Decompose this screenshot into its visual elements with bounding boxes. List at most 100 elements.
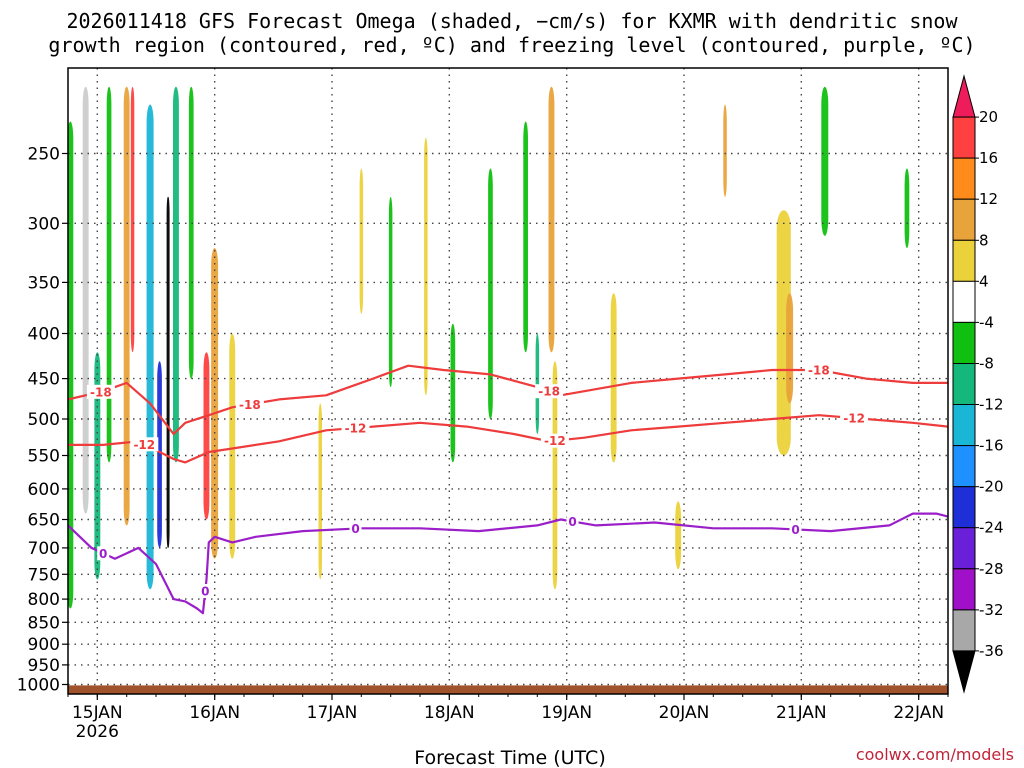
credit-link[interactable]: coolwx.com/models bbox=[856, 745, 1014, 764]
dendritic-contour-m12 bbox=[68, 414, 949, 464]
chart-title-line1: 2026011418 GFS Forecast Omega (shaded, −… bbox=[66, 9, 958, 33]
contour-label: 0 bbox=[568, 515, 576, 529]
colorbar-segment bbox=[952, 527, 976, 570]
contour-label: -12 bbox=[544, 434, 566, 448]
y-tick-label: 550 bbox=[28, 447, 60, 467]
y-tick-label: 350 bbox=[28, 273, 60, 293]
contour-label-bg bbox=[86, 384, 115, 399]
contour-label: 0 bbox=[99, 547, 107, 561]
dendritic-contour-m18 bbox=[67, 364, 948, 436]
omega-region bbox=[157, 361, 162, 548]
y-tick-label: 650 bbox=[28, 511, 60, 531]
contour-label-bg bbox=[535, 384, 564, 399]
contour-label: -18 bbox=[808, 364, 830, 378]
omega-shading bbox=[67, 86, 910, 609]
y-tick-label: 500 bbox=[28, 410, 60, 430]
contour-label-bg bbox=[840, 411, 869, 426]
x-tick-label: 19JAN bbox=[541, 703, 592, 723]
omega-region bbox=[552, 361, 558, 590]
contour-label-bg bbox=[341, 421, 370, 435]
colorbar-label: -36 bbox=[979, 642, 1004, 660]
colorbar-segment bbox=[952, 568, 976, 611]
x-tick-label: 16JAN bbox=[189, 703, 240, 723]
colorbar-label: 8 bbox=[979, 231, 989, 249]
omega-region bbox=[488, 168, 493, 419]
omega-region bbox=[229, 333, 236, 559]
colorbar-segment bbox=[952, 280, 976, 323]
omega-region bbox=[67, 121, 74, 609]
contour-label-bg bbox=[235, 397, 264, 412]
contour-label: -12 bbox=[843, 412, 865, 426]
contour-label-bg bbox=[349, 521, 362, 536]
omega-region bbox=[166, 196, 170, 548]
y-tick-label: 900 bbox=[28, 635, 60, 655]
omega-region bbox=[188, 86, 194, 379]
y-tick-label: 950 bbox=[28, 656, 60, 676]
contour-label-bg bbox=[130, 437, 159, 452]
omega-region bbox=[786, 293, 794, 404]
omega-region bbox=[424, 137, 428, 396]
omega-region bbox=[535, 333, 540, 434]
colorbar-label: -4 bbox=[979, 313, 994, 331]
ground-fill bbox=[68, 685, 948, 694]
omega-region bbox=[523, 121, 528, 353]
contour-label-bg bbox=[199, 584, 212, 598]
colorbar-segment bbox=[952, 609, 976, 652]
colorbar-segment bbox=[952, 445, 976, 488]
contour-label: 0 bbox=[351, 522, 359, 536]
colorbar-label: -8 bbox=[979, 355, 994, 373]
x-tick-label: 20JAN bbox=[659, 703, 710, 723]
omega-region bbox=[123, 86, 130, 526]
colorbar-label: -20 bbox=[979, 478, 1004, 496]
contour-label: -18 bbox=[90, 385, 112, 399]
x-tick-label: 15JAN bbox=[72, 703, 123, 723]
x-tick-label: 22JAN bbox=[893, 703, 944, 723]
y-tick-label: 250 bbox=[28, 145, 60, 165]
x-tick-label: 18JAN bbox=[424, 703, 475, 723]
y-tick-label: 700 bbox=[28, 539, 60, 559]
omega-region bbox=[203, 352, 210, 520]
omega-region bbox=[675, 501, 682, 570]
colorbar-segment bbox=[952, 321, 976, 364]
contour-label: -12 bbox=[133, 438, 155, 452]
colorbar-segment bbox=[952, 404, 976, 447]
omega-region bbox=[450, 323, 456, 463]
colorbar-segment bbox=[952, 363, 976, 406]
colorbar-segment bbox=[952, 116, 976, 159]
ground-band bbox=[68, 685, 948, 694]
omega-region bbox=[130, 86, 135, 353]
omega-region bbox=[106, 86, 112, 463]
colorbar-segment bbox=[952, 157, 976, 200]
contour-label-bg bbox=[97, 546, 110, 561]
omega-region bbox=[173, 86, 179, 463]
contour-label: 0 bbox=[201, 585, 209, 599]
colorbar-segment bbox=[952, 198, 976, 241]
plot-area bbox=[68, 68, 948, 694]
colorbar-label: -16 bbox=[979, 437, 1004, 455]
omega-region bbox=[548, 86, 555, 353]
x-tick-label: 21JAN bbox=[776, 703, 827, 723]
y-tick-label: 750 bbox=[28, 565, 60, 585]
grid-lines bbox=[68, 68, 948, 694]
colorbar-label: 12 bbox=[979, 190, 998, 208]
colorbar-label: 16 bbox=[979, 149, 998, 167]
colorbar-label: 20 bbox=[979, 108, 998, 126]
colorbar-label: -12 bbox=[979, 396, 1004, 414]
omega-region bbox=[318, 403, 322, 580]
omega-region bbox=[723, 104, 727, 197]
x-tick-label: 17JAN bbox=[307, 703, 358, 723]
contour-label-bg bbox=[540, 433, 569, 448]
colorbar-label: -24 bbox=[979, 519, 1004, 537]
colorbar-top-arrow bbox=[952, 74, 976, 118]
colorbar: 20 16 12 8 4 -4 -8 -12 -16 -20 -24 -28 -32 -36 bbox=[952, 74, 1004, 694]
y-tick-label: 800 bbox=[28, 590, 60, 610]
colorbar-segment bbox=[952, 486, 976, 529]
y-tick-label: 450 bbox=[28, 370, 60, 390]
colorbar-bottom-arrow bbox=[952, 650, 976, 694]
y-tick-label: 400 bbox=[28, 325, 60, 345]
y-tick-label: 1000 bbox=[17, 676, 60, 696]
y-tick-label: 600 bbox=[28, 480, 60, 500]
omega-region bbox=[146, 104, 154, 590]
y-tick-label: 850 bbox=[28, 613, 60, 633]
